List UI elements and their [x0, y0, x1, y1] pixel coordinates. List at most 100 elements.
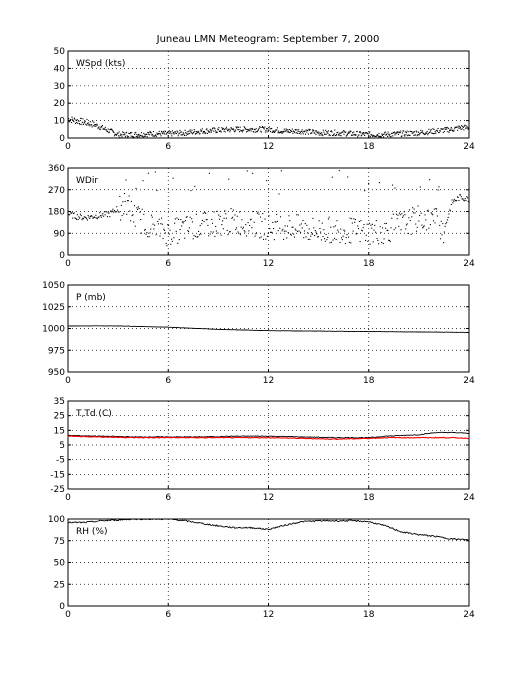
data-point — [265, 238, 267, 240]
data-point — [72, 120, 74, 122]
data-point — [106, 216, 109, 218]
data-point — [99, 212, 101, 214]
data-point — [297, 130, 299, 132]
data-point — [453, 129, 455, 131]
data-point — [379, 135, 381, 137]
y-tick-label: 360 — [48, 164, 65, 174]
data-point — [131, 135, 133, 137]
data-point — [384, 131, 386, 133]
data-point — [93, 216, 95, 218]
data-point — [184, 220, 187, 222]
data-point — [199, 224, 201, 227]
data-point — [387, 229, 389, 231]
data-point — [279, 131, 281, 134]
data-point — [181, 221, 183, 223]
data-point — [235, 227, 238, 229]
data-point — [397, 132, 399, 134]
data-point — [435, 132, 437, 134]
data-point — [310, 232, 312, 234]
data-point — [123, 192, 126, 195]
data-point — [373, 229, 375, 231]
data-point — [152, 131, 155, 133]
data-point — [179, 131, 182, 133]
data-point — [380, 135, 382, 138]
data-point — [218, 130, 221, 132]
data-point — [466, 127, 468, 129]
data-point — [86, 118, 88, 121]
data-point — [432, 220, 435, 222]
data-point — [411, 216, 413, 218]
data-point — [259, 216, 261, 218]
data-point — [128, 195, 130, 197]
data-point — [142, 180, 144, 182]
x-tick-label: 24 — [463, 610, 475, 620]
data-point — [411, 130, 413, 133]
data-point — [214, 235, 216, 237]
data-point — [434, 222, 436, 224]
data-point — [159, 133, 161, 135]
data-point — [458, 125, 460, 127]
data-point — [394, 134, 396, 136]
data-point — [211, 218, 213, 221]
data-point — [200, 130, 202, 132]
data-point — [214, 130, 217, 132]
data-point — [437, 127, 439, 130]
data-point — [428, 131, 431, 134]
data-point — [128, 132, 130, 135]
data-point — [461, 198, 463, 200]
data-point — [260, 131, 262, 133]
data-point — [201, 219, 204, 221]
data-point — [443, 231, 445, 233]
x-tick-label: 12 — [263, 142, 274, 152]
data-point — [213, 127, 215, 129]
data-point — [93, 124, 95, 126]
data-point — [335, 134, 337, 137]
data-point — [393, 132, 395, 134]
data-point — [320, 231, 322, 233]
data-point — [402, 130, 404, 132]
data-point — [381, 227, 384, 229]
data-point — [386, 229, 388, 232]
data-point — [348, 241, 350, 243]
data-point — [91, 126, 93, 128]
data-point — [311, 129, 313, 131]
data-point — [211, 129, 213, 131]
data-point — [450, 129, 452, 131]
data-point — [135, 132, 137, 134]
data-point — [288, 131, 290, 134]
data-point — [150, 228, 152, 230]
data-point — [202, 130, 204, 133]
data-point — [342, 130, 344, 132]
data-point — [370, 134, 372, 136]
data-point — [262, 212, 264, 215]
data-point — [341, 237, 343, 239]
data-point — [263, 128, 265, 130]
data-point — [404, 135, 406, 137]
data-point — [442, 223, 444, 225]
data-point — [392, 184, 394, 186]
x-tick-label: 0 — [65, 142, 71, 152]
data-point — [134, 133, 136, 135]
data-point — [347, 176, 349, 178]
data-point — [300, 231, 302, 233]
data-point — [204, 211, 206, 214]
data-point — [193, 131, 195, 133]
data-point — [167, 224, 170, 226]
data-point — [418, 220, 420, 222]
data-point — [202, 132, 204, 134]
data-point — [186, 216, 188, 218]
data-point — [376, 135, 378, 137]
data-point — [408, 131, 410, 133]
data-point — [307, 238, 309, 240]
data-point — [256, 131, 258, 133]
data-point — [226, 130, 229, 132]
data-point — [289, 131, 291, 134]
data-point — [116, 206, 118, 208]
data-point — [312, 217, 314, 220]
data-point — [463, 200, 465, 202]
data-point — [387, 135, 389, 137]
data-point — [327, 218, 329, 220]
data-point — [272, 221, 274, 224]
data-point — [230, 127, 232, 129]
data-point — [79, 213, 81, 215]
